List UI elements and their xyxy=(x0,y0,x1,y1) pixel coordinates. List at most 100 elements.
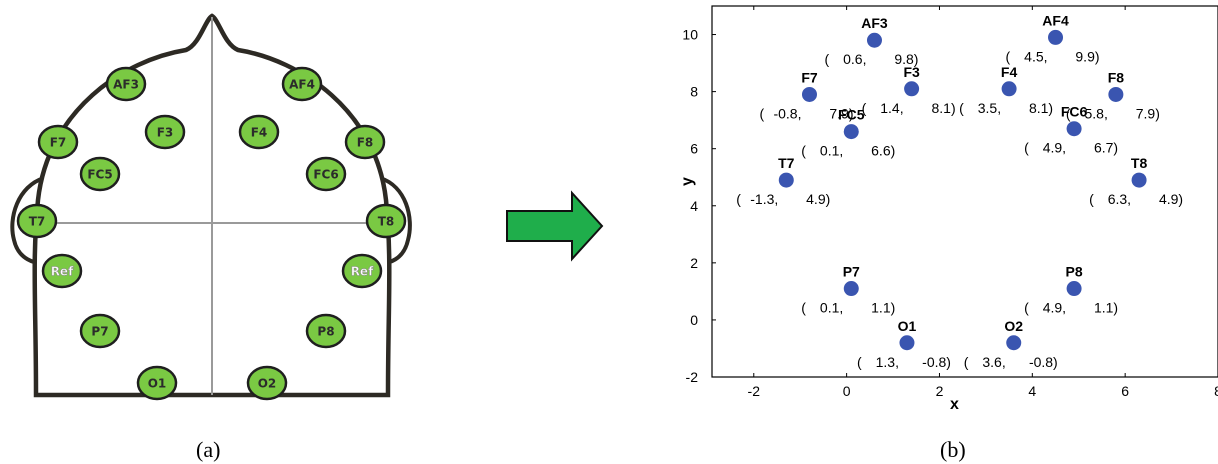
coord-open-paren: ( xyxy=(857,354,862,370)
y-tick-label: 10 xyxy=(682,27,698,43)
y-tick-label: 8 xyxy=(690,84,698,100)
coord-x-value: -0.8, xyxy=(773,105,801,121)
electrode-t7: T7 xyxy=(16,203,58,239)
data-point xyxy=(1108,86,1124,102)
electrode-af3: AF3 xyxy=(105,66,147,102)
point-p8: P8 (4.9, 1.1) xyxy=(1024,264,1118,316)
electrode-marker xyxy=(365,203,407,239)
coord-y-value: 8.1) xyxy=(931,100,955,116)
data-point xyxy=(866,32,882,48)
electrode-marker xyxy=(305,313,347,349)
data-point xyxy=(778,172,794,188)
caption-b: (b) xyxy=(940,437,966,462)
point-o1: O1 (1.3, -0.8) xyxy=(857,318,951,370)
point-label: P7 xyxy=(843,264,860,280)
coord-y-value: 9.8) xyxy=(894,51,918,67)
point-label: F8 xyxy=(1108,69,1125,85)
coord-x-value: 0.6, xyxy=(843,51,866,67)
electrode-label: AF3 xyxy=(113,78,139,92)
data-point xyxy=(899,335,915,351)
electrode-label: AF4 xyxy=(289,78,315,92)
data-point xyxy=(1066,121,1082,137)
data-point xyxy=(1001,81,1017,97)
data-point xyxy=(1006,335,1022,351)
y-tick-label: 0 xyxy=(690,312,698,328)
point-label: F7 xyxy=(801,69,818,85)
point-fc5: FC5 (0.1, 6.6) xyxy=(801,107,895,159)
data-point xyxy=(801,86,817,102)
point-fc6: FC6(4.9, 6.7) xyxy=(1024,104,1118,156)
plot-frame xyxy=(711,5,1218,378)
coord-open-paren: ( xyxy=(824,51,829,67)
electrode-label: P7 xyxy=(91,325,108,339)
electrode-marker xyxy=(281,66,323,102)
point-label: F4 xyxy=(1001,64,1018,80)
electrode-label: O2 xyxy=(258,377,277,391)
point-f4: F4 (3.5, 8.1) xyxy=(959,64,1053,116)
electrode-marker xyxy=(41,253,83,289)
y-tick-label: 4 xyxy=(690,198,698,214)
coord-open-paren: ( xyxy=(1006,48,1011,64)
caption-a: (a) xyxy=(196,437,220,462)
data-point xyxy=(904,81,920,97)
point-f8: F8 (5.8, 7.9) xyxy=(1066,69,1160,121)
coord-x-value: 1.3, xyxy=(876,354,899,370)
electrode-label: F7 xyxy=(50,136,67,150)
coord-open-paren: ( xyxy=(801,143,806,159)
point-t8: T8 (6.3, 4.9) xyxy=(1089,155,1183,207)
point-p7: P7 (0.1, 1.1) xyxy=(801,264,895,316)
coord-open-paren: ( xyxy=(1066,105,1071,121)
x-tick-label: 2 xyxy=(936,383,944,399)
coord-open-paren: ( xyxy=(1024,300,1029,316)
coord-y-value: 7.9) xyxy=(829,105,853,121)
electrode-label: F8 xyxy=(357,136,374,150)
coord-y-value: 4.9) xyxy=(806,191,830,207)
point-label: AF3 xyxy=(861,15,888,31)
y-tick-label: 2 xyxy=(690,255,698,271)
coord-x-value: 3.5, xyxy=(978,100,1001,116)
coord-x-value: 4.5, xyxy=(1024,48,1047,64)
coord-x-value: 4.9, xyxy=(1043,140,1066,156)
x-tick-label: 8 xyxy=(1214,383,1218,399)
point-label: FC5 xyxy=(838,107,865,123)
coord-open-paren: ( xyxy=(862,100,867,116)
point-label: O2 xyxy=(1004,318,1023,334)
y-tick-label: 6 xyxy=(690,141,698,157)
coord-y-value: 1.1) xyxy=(871,300,895,316)
coord-y-value: 4.9) xyxy=(1159,191,1183,207)
data-point xyxy=(1048,29,1064,45)
head-montage: AF3 AF4 F7 F3 F4 F8 FC5 FC6 T7 T8 Ref Ref P7 P8 O1 O2 xyxy=(10,13,412,401)
x-tick-label: 0 xyxy=(843,383,851,399)
point-label: FC6 xyxy=(1061,104,1088,120)
electrode-marker xyxy=(305,156,347,192)
coord-x-value: 3.6, xyxy=(982,354,1005,370)
y-tick-label: -2 xyxy=(686,369,699,385)
electrode-fc6: FC6 xyxy=(305,156,347,192)
electrode-marker xyxy=(136,365,178,401)
coord-x-value: 0.1, xyxy=(820,300,843,316)
electrode-af4: AF4 xyxy=(281,66,323,102)
coord-y-value: -0.8) xyxy=(922,354,951,370)
coord-x-value: -1.3, xyxy=(750,191,778,207)
electrode-marker xyxy=(144,114,186,150)
electrode-refl: Ref xyxy=(41,253,83,289)
electrode-marker xyxy=(79,313,121,349)
electrode-label: T7 xyxy=(29,215,46,229)
electrode-o1: O1 xyxy=(136,365,178,401)
y-axis-label: y xyxy=(679,177,696,186)
electrode-f8: F8 xyxy=(344,124,386,160)
electrode-refr: Ref xyxy=(341,253,383,289)
x-tick-label: 6 xyxy=(1121,383,1129,399)
point-t7: T7 (-1.3, 4.9) xyxy=(736,155,830,207)
electrode-p8: P8 xyxy=(305,313,347,349)
electrode-label: F4 xyxy=(251,126,268,140)
data-point xyxy=(1066,281,1082,297)
coord-open-paren: ( xyxy=(736,191,741,207)
data-point xyxy=(843,281,859,297)
data-point xyxy=(843,124,859,140)
coord-open-paren: ( xyxy=(1024,140,1029,156)
x-tick-label: -2 xyxy=(748,383,761,399)
electrode-o2: O2 xyxy=(246,365,288,401)
electrode-p7: P7 xyxy=(79,313,121,349)
